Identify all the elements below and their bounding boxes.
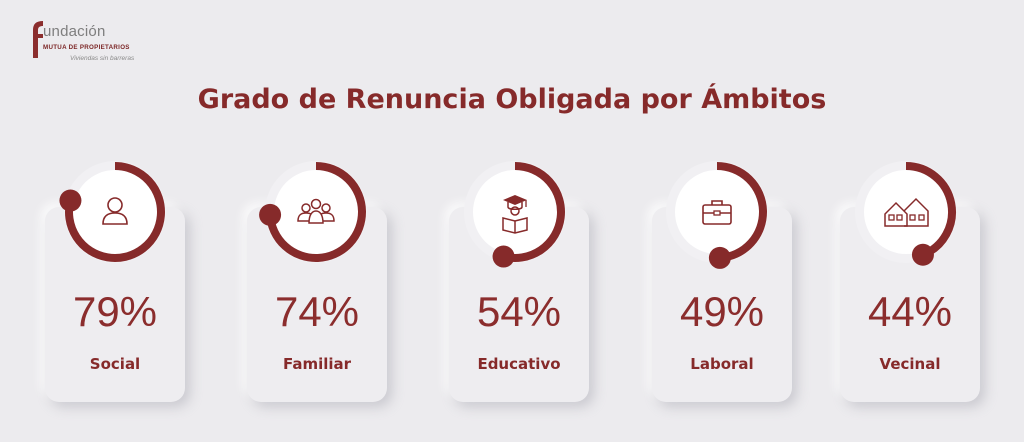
progress-ring-familiar <box>259 158 370 266</box>
family-icon <box>297 198 335 224</box>
progress-arc-vecinal <box>905 162 956 259</box>
progress-arc-educativo <box>502 162 565 262</box>
houses-icon <box>884 197 929 227</box>
progress-end-dot <box>492 245 515 268</box>
progress-ring-educativo <box>461 158 569 268</box>
progress-ring-vecinal <box>852 158 960 266</box>
person-icon <box>102 197 128 225</box>
value-label-social: 79% <box>72 288 158 335</box>
briefcase-icon <box>702 200 732 225</box>
progress-ring-laboral <box>663 158 771 269</box>
page-title: Grado de Renuncia Obligada por Ámbitos <box>197 84 827 115</box>
category-label-vecinal: Vecinal <box>879 355 941 373</box>
value-label-educativo: 54% <box>476 288 562 335</box>
category-label-educativo: Educativo <box>477 355 561 373</box>
value-label-laboral: 49% <box>679 288 765 335</box>
logo-tagline: Viviendas sin barreras <box>70 55 135 62</box>
progress-ring-social <box>59 158 169 266</box>
student-icon <box>502 195 528 234</box>
value-label-familiar: 74% <box>274 288 360 335</box>
progress-arc-laboral <box>716 162 767 262</box>
progress-end-dot <box>911 243 934 266</box>
logo: undación MUTUA DE PROPIETARIOS Viviendas… <box>30 20 160 70</box>
progress-arc-familiar <box>266 162 366 262</box>
progress-end-dot <box>259 203 282 226</box>
category-label-familiar: Familiar <box>282 355 352 373</box>
category-label-laboral: Laboral <box>690 355 754 373</box>
progress-end-dot <box>59 189 82 212</box>
progress-end-dot <box>708 246 731 269</box>
logo-brand: undación <box>43 23 106 40</box>
logo-mark-icon <box>33 21 43 58</box>
category-label-social: Social <box>89 355 141 373</box>
logo-subtitle: MUTUA DE PROPIETARIOS <box>43 44 130 51</box>
value-label-vecinal: 44% <box>867 288 953 335</box>
progress-arc-social <box>65 162 165 262</box>
ring-inner <box>473 170 557 254</box>
